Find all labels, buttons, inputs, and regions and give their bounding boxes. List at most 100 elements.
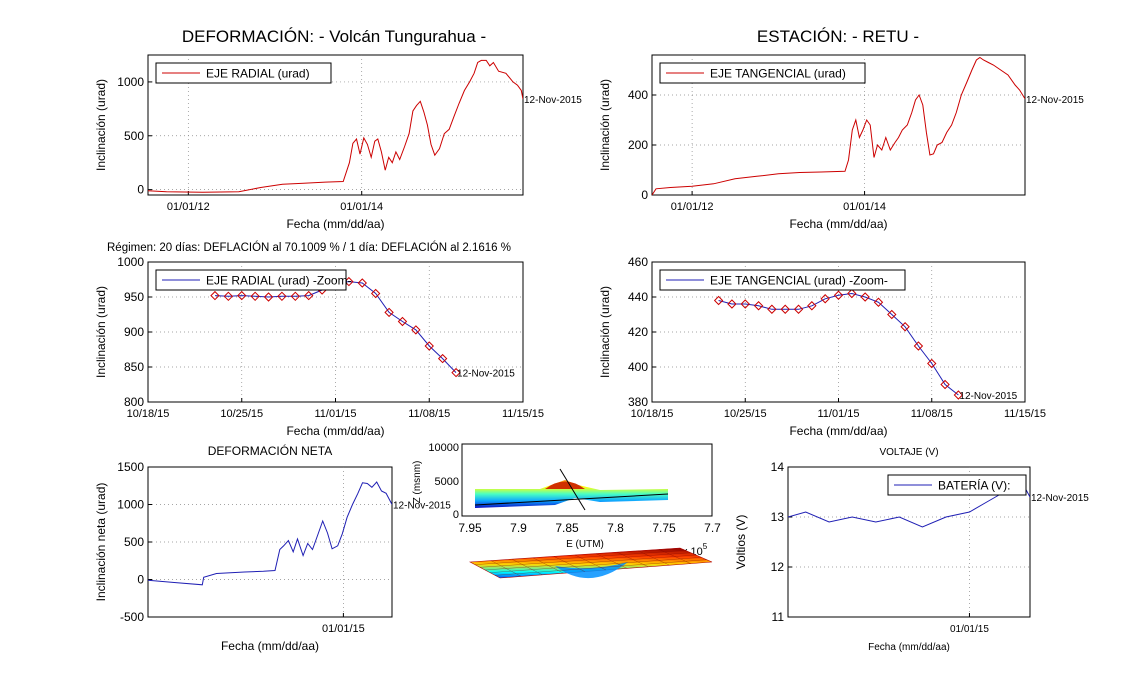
surface-mesh-gridline [479, 552, 691, 568]
radial_zoom-data-marker [357, 278, 367, 288]
tangential-end-label: 12-Nov-2015 [1026, 95, 1084, 106]
net-xlabel: Fecha (mm/dd/aa) [221, 639, 319, 653]
tangential_zoom-data-marker [780, 304, 790, 314]
radial-ytick-label: 1000 [117, 75, 144, 89]
tangential_zoom-data-marker [913, 341, 924, 351]
surface-mesh-gridline [484, 554, 697, 571]
surface-xtick-label: 7.95 [458, 521, 482, 535]
tangential-ylabel: Inclinación (urad) [598, 79, 612, 171]
net-ytick-label: 1500 [117, 460, 144, 474]
voltage-ytick-label: 13 [771, 510, 785, 524]
tangential_zoom-ytick-label: 440 [628, 290, 648, 304]
voltage-legend-box [887, 474, 1027, 496]
tangential_zoom-end-label: 12-Nov-2015 [959, 391, 1017, 402]
tangential_zoom-legend-box [659, 269, 906, 291]
radial_zoom-data-marker [210, 290, 220, 301]
tangential_zoom-data-marker [793, 304, 804, 314]
radial_zoom-ytick-label: 800 [124, 395, 144, 409]
tangential_zoom-legend-label: EJE TANGENCIAL (urad) -Zoom- [710, 274, 888, 288]
radial_zoom-data-marker [237, 290, 247, 301]
axes-radial_zoom: 800 850 900 950 1000 10/18/15 10/25/15 11/01/15… [94, 255, 544, 438]
radial_zoom-data-marker [304, 290, 314, 301]
tangential_zoom-data-marker [860, 292, 870, 302]
surface-depression [555, 562, 628, 579]
tangential-ytick-label: 400 [628, 88, 648, 102]
surface-xtick-label: 7.9 [510, 521, 527, 535]
voltage-ytick-label: 11 [772, 610, 785, 624]
tangential_zoom-data-marker [753, 301, 764, 311]
surface-xlabel: E (UTM) [566, 539, 604, 550]
net-xtick-label: 01/01/15 [322, 623, 365, 635]
radial_zoom-data-marker [290, 291, 301, 302]
radial-series-line [148, 59, 523, 193]
tangential_zoom-xtick-label: 11/15/15 [1004, 408, 1046, 420]
tangential_zoom-ylabel: Inclinación (urad) [598, 286, 612, 378]
surface-ytick-0: 0 [453, 509, 459, 521]
right-figure-title: ESTACIÓN: - RETU - [757, 27, 919, 46]
radial-xtick-label: 01/01/14 [340, 201, 383, 213]
radial_zoom-data-marker [437, 353, 448, 364]
radial_zoom-xtick-label: 10/18/15 [127, 408, 170, 420]
surface-xtick-label: 7.7 [704, 521, 721, 535]
surface-mesh-gridline [474, 550, 686, 565]
net-ytick-label: 500 [124, 535, 144, 549]
tangential_zoom-data-marker [767, 304, 777, 314]
tangential-xlabel: Fecha (mm/dd/aa) [789, 217, 887, 231]
radial_zoom-end-label: 12-Nov-2015 [457, 369, 515, 380]
radial_zoom-data-marker [397, 316, 408, 327]
tangential-ytick-label: 200 [628, 138, 648, 152]
voltage-legend-label: BATERÍA (V): [938, 478, 1010, 493]
net-ytick-label: 1000 [117, 498, 144, 512]
voltage-end-label: 12-Nov-2015 [1031, 493, 1089, 504]
surface-mesh-gridline [489, 557, 702, 573]
tangential_zoom-data-marker [940, 379, 950, 390]
tangential_zoom-ytick-label: 420 [628, 325, 648, 339]
tangential_zoom-data-marker [713, 295, 724, 306]
tangential_zoom-xlabel: Fecha (mm/dd/aa) [789, 424, 887, 438]
voltage-ytick-label: 14 [771, 460, 785, 474]
voltage-ytick-label: 12 [771, 560, 785, 574]
tangential_zoom-xtick-label: 10/25/15 [724, 408, 767, 420]
tangential_zoom-ytick-label: 400 [628, 360, 648, 374]
tangential_zoom-xtick-label: 11/08/15 [911, 408, 953, 420]
radial-xlabel: Fecha (mm/dd/aa) [286, 217, 384, 231]
tangential_zoom-data-marker [887, 309, 897, 320]
net-ylabel: Inclinación neta (urad) [94, 483, 108, 602]
voltage-xtick-label: 01/01/15 [950, 624, 989, 635]
surface-vent-marker [559, 468, 586, 511]
net-title: DEFORMACIÓN NETA [208, 443, 332, 458]
surface-mesh-gridline [494, 559, 707, 576]
radial_zoom-data-marker [277, 291, 287, 302]
radial_zoom-xtick-label: 11/08/15 [408, 408, 450, 420]
surface-xtick-label: 7.75 [652, 521, 676, 535]
axes-tangential: 0 200 400 01/01/12 01/01/14 Fecha (mm/dd/aa) I… [598, 54, 1084, 231]
radial-ytick-label: 500 [124, 129, 144, 143]
radial-legend-box [155, 62, 332, 84]
net-end-label: 12-Nov-2015 [393, 501, 451, 512]
radial_zoom-ylabel: Inclinación (urad) [94, 286, 108, 378]
regime-text: Régimen: 20 días: DEFLACIÓN al 70.1009 %… [107, 241, 511, 254]
tangential_zoom-ytick-label: 380 [628, 395, 648, 409]
surface-ytick-10000: 10000 [428, 442, 459, 454]
voltage-xlabel: Fecha (mm/dd/aa) [868, 642, 950, 653]
tangential_zoom-xtick-label: 10/18/15 [631, 408, 674, 420]
voltage-title: VOLTAJE (V) [879, 447, 938, 458]
radial_zoom-ytick-label: 900 [124, 325, 144, 339]
tangential_zoom-data-marker [740, 299, 750, 309]
radial_zoom-data-marker [411, 325, 421, 335]
radial_zoom-data-marker [250, 291, 260, 302]
radial_zoom-data-marker [223, 291, 234, 302]
tangential_zoom-data-marker [820, 294, 830, 304]
surface-ytick-5000: 5000 [435, 476, 459, 488]
radial_zoom-data-marker [384, 307, 394, 318]
tangential_zoom-data-marker [847, 288, 857, 299]
radial_zoom-data-marker [370, 288, 381, 299]
radial-xtick-label: 01/01/12 [167, 201, 210, 213]
surface-xtick-label: 7.8 [607, 521, 624, 535]
tangential-xtick-label: 01/01/14 [843, 201, 886, 213]
radial_zoom-data-marker [424, 341, 434, 351]
tangential_zoom-data-marker [807, 301, 817, 311]
radial_zoom-data-marker [263, 292, 274, 302]
